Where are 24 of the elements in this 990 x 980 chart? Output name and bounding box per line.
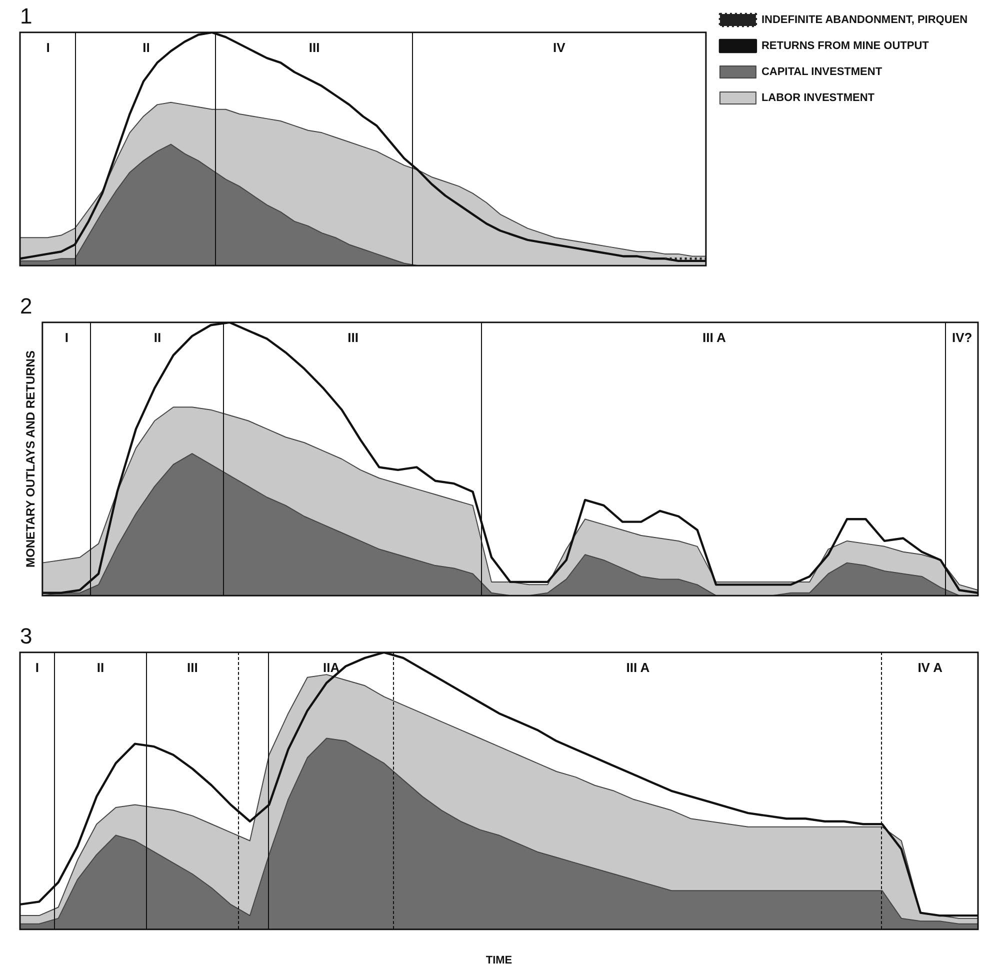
annotation: I [46,40,50,56]
legend-label: INDEFINITE ABANDONMENT, PIRQUEN [761,14,968,26]
annotation: I [35,660,40,676]
annotation: IV? [952,330,972,346]
annotation: III A [702,330,726,346]
annotation: IIA [323,660,340,676]
y-axis-title: MONETARY OUTLAYS AND RETURNS [24,350,38,568]
annotation: II [154,330,162,346]
legend-label: LABOR INVESTMENT [761,92,875,104]
annotation: I [64,330,69,346]
annotation: II [142,40,150,56]
annotation: III [187,660,198,676]
chart-title: 1 [20,3,32,28]
annotation: IV A [918,660,942,676]
annotation: IV [552,40,566,56]
chart-title: 3 [20,623,32,648]
chart-title: 2 [20,293,32,318]
annotation: III A [626,660,650,676]
annotation: III [348,330,358,346]
annotation: III [308,40,320,56]
legend-label: CAPITAL INVESTMENT [761,66,882,78]
annotation: II [96,660,104,676]
x-axis-title: TIME [486,954,512,966]
legend-label: RETURNS FROM MINE OUTPUT [761,40,930,52]
